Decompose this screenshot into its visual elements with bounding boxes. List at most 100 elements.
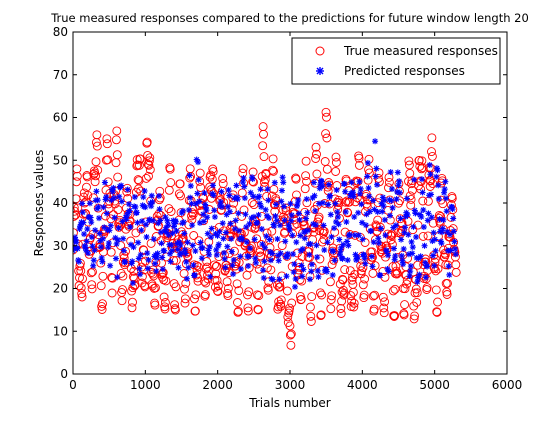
- true-response-point: [152, 211, 162, 221]
- predicted-response-point: [452, 251, 459, 258]
- true-response-point: [159, 292, 169, 302]
- predicted-response-point: [134, 219, 141, 226]
- true-response-point: [266, 265, 276, 275]
- true-response-point: [326, 304, 336, 314]
- true-response-point: [259, 129, 268, 139]
- predicted-response-point: [157, 217, 164, 224]
- true-response-point: [113, 172, 123, 182]
- predicted-response-point: [154, 250, 161, 257]
- true-response-point: [345, 197, 354, 207]
- predicted-response-point: [88, 219, 95, 226]
- true-response-point: [388, 286, 398, 296]
- true-response-point: [359, 290, 369, 300]
- predicted-response-point: [307, 241, 314, 248]
- true-response-point: [380, 272, 390, 282]
- y-tick-label: 70: [53, 68, 68, 82]
- predicted-response-point: [183, 258, 190, 265]
- predicted-response-point: [334, 209, 341, 216]
- predicted-response-point: [418, 176, 425, 183]
- predicted-response-point: [245, 253, 252, 260]
- true-response-point: [77, 292, 87, 302]
- predicted-response-point: [182, 250, 189, 257]
- predicted-response-point: [312, 207, 319, 214]
- predicted-response-point: [168, 241, 175, 248]
- legend-label-true: True measured responses: [343, 44, 498, 58]
- true-response-point: [189, 231, 199, 240]
- y-tick-label: 20: [53, 282, 68, 296]
- y-tick-label: 60: [53, 111, 68, 125]
- true-response-point: [73, 164, 82, 174]
- predicted-response-point: [306, 251, 313, 258]
- true-response-point: [296, 294, 306, 304]
- predicted-response-point: [323, 268, 330, 275]
- y-tick-label: 40: [53, 196, 68, 210]
- predicted-response-point: [222, 264, 229, 271]
- true-response-point: [114, 222, 124, 232]
- x-tick-label: 4000: [347, 378, 378, 392]
- predicted-response-point: [344, 257, 351, 264]
- predicted-response-point: [286, 227, 293, 234]
- predicted-response-point: [418, 213, 425, 220]
- true-response-point: [338, 275, 348, 285]
- predicted-response-point: [242, 211, 249, 218]
- predicted-response-point: [130, 244, 137, 251]
- true-response-point: [135, 154, 145, 164]
- predicted-response-point: [374, 181, 381, 188]
- predicted-response-point: [325, 181, 332, 188]
- predicted-response-point: [200, 218, 207, 225]
- predicted-response-point: [328, 233, 335, 240]
- true-response-point: [281, 203, 291, 213]
- y-tick-label: 10: [53, 324, 68, 338]
- predicted-response-point: [213, 251, 220, 258]
- true-response-point: [149, 271, 159, 281]
- true-response-point: [124, 221, 134, 231]
- true-response-point: [412, 297, 422, 307]
- true-response-point: [222, 277, 232, 287]
- predicted-response-point: [173, 227, 180, 234]
- predicted-response-point: [109, 188, 116, 195]
- predicted-response-point: [414, 278, 421, 285]
- predicted-response-point: [372, 173, 379, 180]
- true-response-point: [127, 303, 137, 313]
- predicted-response-point: [413, 234, 420, 241]
- predicted-response-point: [401, 229, 408, 236]
- predicted-response-point: [334, 214, 341, 221]
- predicted-response-point: [258, 225, 265, 232]
- predicted-response-point: [409, 250, 416, 257]
- predicted-response-point: [254, 220, 261, 227]
- predicted-response-point: [167, 258, 174, 265]
- true-response-point: [145, 165, 155, 175]
- predicted-response-point: [319, 199, 326, 206]
- predicted-response-point: [209, 182, 216, 189]
- predicted-response-point: [219, 220, 226, 227]
- predicted-response-point: [110, 184, 117, 191]
- predicted-response-point: [416, 271, 423, 278]
- true-response-point: [285, 330, 295, 340]
- true-response-point: [110, 199, 120, 209]
- true-response-point: [73, 211, 79, 221]
- true-response-point: [424, 170, 434, 180]
- predicted-response-point: [105, 244, 112, 251]
- true-response-point: [307, 292, 317, 302]
- predicted-response-point: [165, 222, 172, 229]
- legend-circle-marker: [315, 46, 325, 56]
- predicted-response-point: [335, 221, 342, 228]
- predicted-response-point: [431, 262, 438, 269]
- true-response-point: [343, 208, 353, 218]
- predicted-response-point: [336, 236, 343, 243]
- predicted-response-point: [126, 207, 133, 214]
- true-response-point: [180, 294, 190, 304]
- true-response-point: [336, 304, 346, 313]
- predicted-response-point: [135, 239, 142, 246]
- predicted-response-point: [198, 255, 205, 262]
- predicted-response-point: [159, 254, 166, 261]
- true-response-point: [213, 286, 222, 296]
- true-response-point: [87, 280, 97, 290]
- predicted-response-point: [93, 188, 100, 195]
- true-response-point: [106, 247, 116, 257]
- predicted-response-point: [331, 225, 338, 232]
- predicted-response-point: [204, 214, 211, 221]
- predicted-response-point: [233, 182, 240, 189]
- true-response-point: [144, 171, 153, 181]
- predicted-response-point: [224, 243, 231, 250]
